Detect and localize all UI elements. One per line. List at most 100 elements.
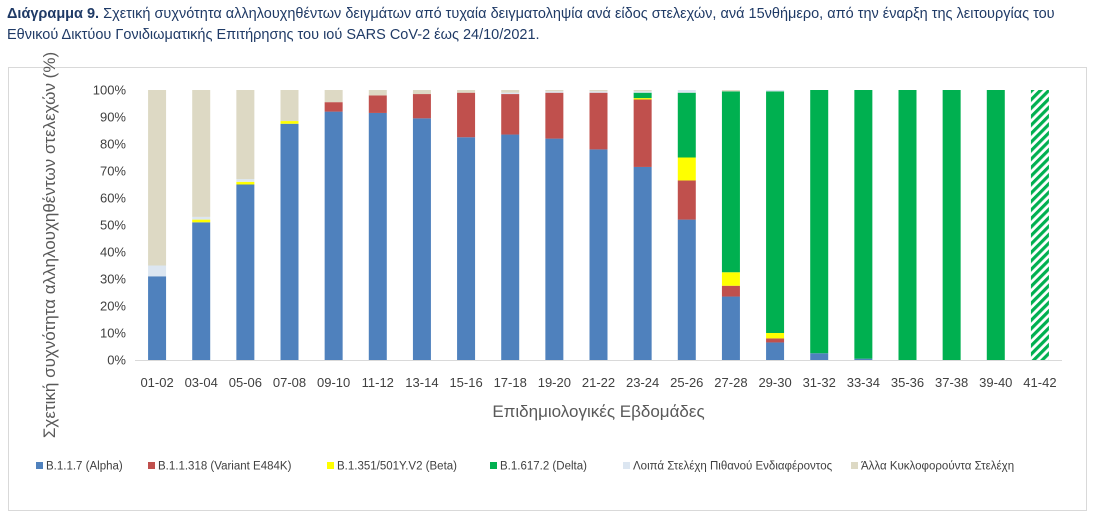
x-tick-label: 13-14 bbox=[405, 375, 438, 390]
legend-swatch bbox=[623, 462, 630, 469]
y-tick-label: 80% bbox=[100, 137, 126, 152]
x-tick-label: 31-32 bbox=[803, 375, 836, 390]
bar-segment bbox=[677, 180, 696, 220]
y-tick-label: 30% bbox=[100, 272, 126, 287]
y-tick-label: 20% bbox=[100, 299, 126, 314]
x-tick-label: 37-38 bbox=[935, 375, 968, 390]
x-tick-label: 21-22 bbox=[582, 375, 615, 390]
legend-label: Άλλα Κυκλοφορούντα Στελέχη bbox=[861, 461, 1014, 473]
bar-segment bbox=[148, 276, 167, 360]
x-tick-label: 05-06 bbox=[229, 375, 262, 390]
bar-segment bbox=[148, 90, 167, 266]
x-tick-label: 17-18 bbox=[494, 375, 527, 390]
bar-segment bbox=[236, 181, 255, 185]
bar-segment bbox=[721, 285, 740, 297]
bar-segment bbox=[766, 333, 785, 339]
y-axis-title: Σχετική συχνότητα αλληλουχηθέντων στελεχ… bbox=[40, 52, 59, 438]
x-tick-label: 09-10 bbox=[317, 375, 350, 390]
x-tick-label: 19-20 bbox=[538, 375, 571, 390]
x-axis: 01-02 03-04 05-06 07-08 09-10 11-12 13-14 15-16… bbox=[140, 375, 1056, 390]
bar-segment bbox=[721, 90, 740, 92]
x-tick-label: 29-30 bbox=[758, 375, 791, 390]
y-tick-label: 40% bbox=[100, 245, 126, 260]
x-tick-label: 39-40 bbox=[979, 375, 1012, 390]
bar-segment bbox=[412, 118, 431, 360]
bar-segment bbox=[854, 358, 873, 360]
legend-swatch bbox=[148, 462, 155, 469]
bar-segment bbox=[633, 166, 652, 360]
bar-segment bbox=[280, 123, 299, 360]
x-tick-label: 35-36 bbox=[891, 375, 924, 390]
bar-segment bbox=[854, 90, 873, 359]
bar-segment bbox=[942, 90, 961, 360]
y-tick-label: 10% bbox=[100, 326, 126, 341]
bar-segment bbox=[721, 272, 740, 286]
bar-segment bbox=[148, 265, 167, 277]
bar-segment bbox=[986, 90, 1005, 360]
bar-segment bbox=[810, 353, 829, 360]
bar-segment bbox=[368, 90, 387, 96]
bar-segment bbox=[412, 90, 431, 95]
y-tick-label: 90% bbox=[100, 110, 126, 125]
legend-label: Λοιπά Στελέχη Πιθανού Ενδιαφέροντος bbox=[633, 461, 833, 473]
bar-segment bbox=[280, 90, 299, 122]
x-tick-label: 01-02 bbox=[140, 375, 173, 390]
bar-segment bbox=[501, 94, 520, 135]
bar-segment bbox=[457, 90, 476, 93]
bar-segment bbox=[412, 94, 431, 119]
bar-segment bbox=[633, 91, 652, 93]
bar-segment bbox=[633, 99, 652, 167]
bar-segment bbox=[324, 111, 343, 360]
bars-group bbox=[148, 90, 1049, 360]
x-tick-label: 25-26 bbox=[670, 375, 703, 390]
bar-segment bbox=[766, 90, 785, 92]
legend-label: B.1.351/501Y.V2 (Beta) bbox=[337, 461, 457, 473]
bar-segment bbox=[236, 179, 255, 182]
legend-swatch bbox=[327, 462, 334, 469]
bar-segment bbox=[721, 91, 740, 273]
bar-segment bbox=[545, 91, 564, 93]
bar-segment bbox=[589, 149, 608, 360]
legend-label: B.1.1.318 (Variant E484K) bbox=[158, 461, 292, 473]
bar-segment bbox=[192, 90, 211, 217]
bar-segment bbox=[457, 92, 476, 138]
y-axis: 0% 10% 20% 30% 40% 50% 60% 70% 80% 90% 100% bbox=[93, 83, 127, 368]
y-tick-label: 60% bbox=[100, 191, 126, 206]
x-tick-label: 07-08 bbox=[273, 375, 306, 390]
bar-segment bbox=[192, 219, 211, 223]
x-tick-label: 27-28 bbox=[714, 375, 747, 390]
bar-segment bbox=[280, 121, 299, 124]
bar-segment bbox=[236, 184, 255, 360]
bar-segment bbox=[545, 138, 564, 360]
bar-segment bbox=[324, 90, 343, 103]
bar-segment bbox=[898, 90, 917, 360]
x-tick-label: 11-12 bbox=[362, 375, 394, 390]
bar-segment bbox=[766, 91, 785, 333]
x-tick-label: 15-16 bbox=[449, 375, 482, 390]
bar-segment bbox=[633, 98, 652, 100]
bar-segment bbox=[677, 92, 696, 158]
bar-segment bbox=[633, 92, 652, 99]
bar-segment bbox=[236, 90, 255, 180]
bar-segment bbox=[545, 90, 564, 92]
bar-segment bbox=[457, 137, 476, 360]
bar-segment bbox=[677, 90, 696, 93]
bar-segment bbox=[677, 219, 696, 360]
bar-segment bbox=[1030, 90, 1049, 360]
x-tick-label: 23-24 bbox=[626, 375, 659, 390]
bar-segment bbox=[589, 92, 608, 150]
x-tick-label: 41-42 bbox=[1023, 375, 1056, 390]
legend-swatch bbox=[490, 462, 497, 469]
bar-segment bbox=[589, 90, 608, 92]
y-tick-label: 70% bbox=[100, 164, 126, 179]
x-axis-title: Επιδημιολογικές Εβδομάδες bbox=[492, 402, 704, 421]
y-tick-label: 50% bbox=[100, 218, 126, 233]
bar-segment bbox=[721, 296, 740, 360]
legend: B.1.1.7 (Alpha) B.1.1.318 (Variant E484K)… bbox=[36, 461, 1014, 473]
legend-label: B.1.1.7 (Alpha) bbox=[46, 461, 123, 473]
caption-text: Σχετική συχνότητα αλληλουχηθέντων δειγμά… bbox=[7, 6, 1055, 43]
legend-swatch bbox=[851, 462, 858, 469]
legend-label: B.1.617.2 (Delta) bbox=[500, 461, 587, 473]
bar-segment bbox=[192, 222, 211, 360]
bar-segment bbox=[766, 342, 785, 360]
